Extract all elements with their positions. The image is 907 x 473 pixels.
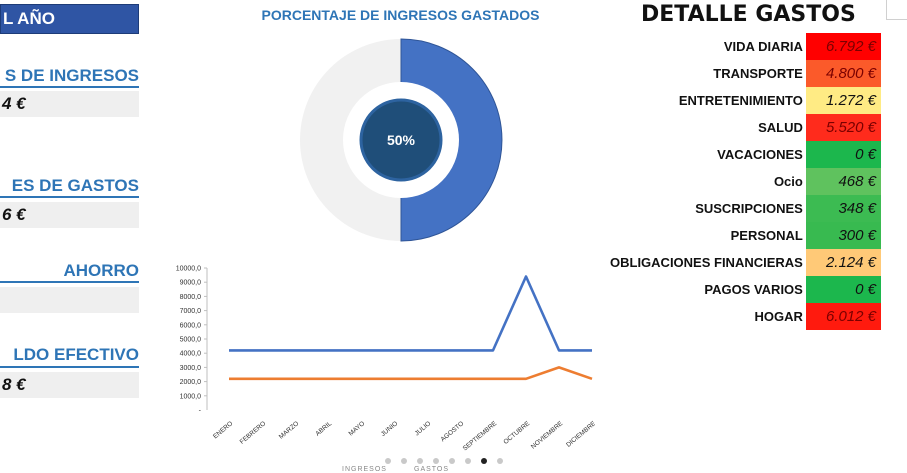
pager-dot[interactable]	[433, 458, 439, 464]
kpi-efectivo-title: LDO EFECTIVO	[13, 345, 139, 364]
donut-chart-title: PORCENTAJE DE INGRESOS GASTADOS	[261, 7, 540, 23]
panel-corner	[886, 0, 907, 20]
detalle-row: OBLIGACIONES FINANCIERAS 2.124 €	[610, 249, 881, 276]
detalle-amount: 6.792 €	[805, 33, 881, 60]
y-tick-label: 4000,0	[180, 351, 202, 358]
y-tick-label: 1000,0	[180, 393, 202, 400]
detalle-amount: 0 €	[805, 141, 881, 168]
detalle-row: HOGAR 6.012 €	[610, 303, 881, 330]
pager-dot[interactable]	[401, 458, 407, 464]
donut-center-badge	[359, 98, 443, 182]
detalle-row: SALUD 5.520 €	[610, 114, 881, 141]
y-tick-label: 10000,0	[176, 266, 201, 273]
detalle-amount: 4.800 €	[805, 60, 881, 87]
detalle-amount: 348 €	[805, 195, 881, 222]
x-tick-label: JUNIO	[380, 420, 399, 438]
x-tick-label: MARZO	[278, 420, 300, 440]
detalle-category: VACACIONES	[717, 147, 803, 162]
x-tick-label: AGOSTO	[440, 420, 466, 443]
detalle-category: ENTRETENIMIENTO	[678, 93, 803, 108]
kpi-ahorro-title: AHORRO	[63, 261, 139, 280]
detalle-row: Ocio 468 €	[610, 168, 881, 195]
y-tick-label: 7000,0	[180, 308, 202, 315]
detalle-category: HOGAR	[754, 309, 803, 324]
year-header: L AÑO	[0, 4, 139, 34]
y-tick-label: 9000,0	[180, 280, 202, 287]
kpi-divider	[0, 366, 139, 368]
detalle-row: ENTRETENIMIENTO 1.272 €	[610, 87, 881, 114]
kpi-ahorro-value	[0, 287, 139, 313]
y-tick-label: 3000,0	[180, 365, 202, 372]
kpi-divider	[0, 281, 139, 283]
x-tick-label: ENERO	[212, 420, 234, 440]
x-tick-label: OCTUBRE	[502, 420, 531, 446]
detalle-amount: 1.272 €	[805, 87, 881, 114]
kpi-ingresos-title: S DE INGRESOS	[4, 66, 139, 85]
x-tick-label: SEPTIEMBRE	[462, 420, 499, 453]
donut-percent-label: 50%	[386, 132, 416, 148]
detalle-amount: 6.012 €	[805, 303, 881, 330]
detalle-amount: 5.520 €	[805, 114, 881, 141]
y-tick-label: 5000,0	[180, 337, 202, 344]
x-tick-label: FEBRERO	[239, 420, 268, 446]
detalle-row: PERSONAL 300 €	[610, 222, 881, 249]
x-tick-label: ABRIL	[314, 420, 333, 438]
pager-dot[interactable]	[449, 458, 455, 464]
detalle-category: SALUD	[758, 120, 803, 135]
detalle-category: PAGOS VARIOS	[704, 282, 803, 297]
kpi-divider	[0, 196, 139, 198]
detalle-category: PERSONAL	[730, 228, 803, 243]
pager-dot[interactable]	[497, 458, 503, 464]
kpi-divider	[0, 86, 139, 88]
detalle-row: VACACIONES 0 €	[610, 141, 881, 168]
detalle-category: TRANSPORTE	[713, 66, 803, 81]
kpi-gastos-value: 6 €	[0, 202, 139, 228]
y-tick-label: 8000,0	[180, 294, 202, 301]
y-tick-label: 6000,0	[180, 322, 202, 329]
detalle-gastos-title: DETALLE GASTOS	[641, 2, 856, 27]
y-tick-label: 2000,0	[180, 379, 202, 386]
detalle-row: VIDA DIARIA 6.792 €	[610, 33, 881, 60]
detalle-row: SUSCRIPCIONES 348 €	[610, 195, 881, 222]
detalle-amount: 300 €	[805, 222, 881, 249]
legend-stub-gastos: GASTOS	[414, 466, 450, 473]
donut-chart	[300, 38, 503, 242]
x-tick-label: DICIEMBRE	[565, 420, 595, 449]
detalle-amount: 468 €	[805, 168, 881, 195]
detalle-amount: 0 €	[805, 276, 881, 303]
x-tick-label: JULIO	[414, 420, 433, 437]
detalle-category: OBLIGACIONES FINANCIERAS	[610, 255, 803, 270]
x-tick-label: NOVIEMBRE	[530, 420, 565, 451]
pager-dot[interactable]	[465, 458, 471, 464]
x-tick-label: MAYO	[347, 420, 366, 437]
detalle-row: TRANSPORTE 4.800 €	[610, 60, 881, 87]
legend-stub-ingresos: INGRESOS	[342, 466, 387, 473]
y-tick-label: -	[199, 408, 202, 415]
detalle-amount: 2.124 €	[805, 249, 881, 276]
pager-dot[interactable]	[481, 458, 487, 464]
detalle-row: PAGOS VARIOS 0 €	[610, 276, 881, 303]
detalle-category: VIDA DIARIA	[723, 39, 803, 54]
kpi-ingresos-value: 4 €	[0, 91, 139, 117]
series-ingresos-line	[229, 275, 592, 352]
pager-dot[interactable]	[417, 458, 423, 464]
kpi-gastos-title: ES DE GASTOS	[11, 176, 139, 195]
monthly-line-chart: 1000,0 2000,0 3000,0 4000,0 5000,0 6000,0 7000…	[176, 266, 595, 453]
kpi-efectivo-value: 8 €	[0, 372, 139, 398]
detalle-gastos-table: VIDA DIARIA 6.792 € TRANSPORTE 4.800 € ENTRE…	[610, 33, 881, 330]
detalle-category: Ocio	[773, 174, 803, 189]
series-gastos-line	[229, 366, 593, 381]
detalle-category: SUSCRIPCIONES	[695, 201, 803, 216]
pager-dot[interactable]	[385, 458, 391, 464]
